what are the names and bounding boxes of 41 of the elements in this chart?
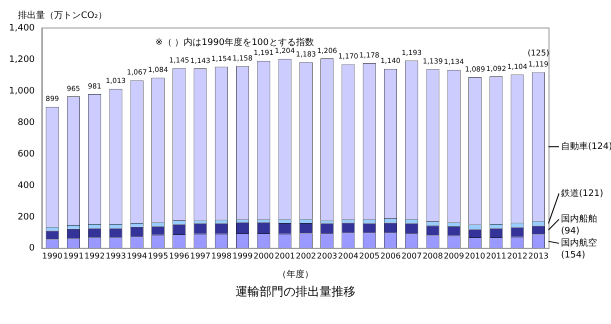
x-tick-label: 1997 [190, 251, 210, 260]
y-tick-label: 1,200 [9, 54, 36, 65]
x-tick-label: 2008 [422, 251, 443, 260]
x-tick-label: 1995 [148, 251, 168, 260]
y-tick-label: 800 [18, 118, 36, 128]
x-tick-label: 2010 [464, 251, 486, 260]
y-tick-label: 1,400 [9, 23, 36, 34]
x-tick-label: 2013 [528, 251, 549, 260]
series-label: 自動車(124) [561, 141, 611, 152]
x-tick-label: 2001 [274, 251, 295, 260]
x-tick-label: 1994 [126, 251, 148, 260]
x-tick-label: 2007 [401, 251, 422, 260]
x-tick-label: 1999 [232, 251, 253, 260]
y-axis-title: 排出量（万トンCO₂） [18, 10, 107, 21]
text: 運輸部門の排出量推移 [235, 284, 356, 299]
y-tick-label: 400 [18, 180, 36, 191]
x-tick-label: 1990 [42, 251, 63, 260]
x-tick-label: 2005 [359, 251, 380, 260]
y-tick-label: 1,000 [9, 86, 36, 96]
x-tick-label: 1998 [211, 251, 232, 260]
y-tick-label: 200 [18, 212, 36, 222]
x-tick-label: 2003 [316, 251, 338, 260]
annotation: ※（ ）内は1990年度を100とする指数 [155, 36, 314, 48]
x-tick-label: 2004 [338, 251, 358, 260]
x-tick-label: 1993 [106, 251, 126, 260]
x-tick-label: 2011 [486, 251, 506, 260]
y-tick-label: 600 [18, 149, 36, 160]
y-tick-label: 0 [29, 244, 36, 254]
series-label: 国内航空(154) [561, 238, 597, 261]
x-tick-label: 2000 [254, 251, 274, 260]
x-tick-label: 1991 [63, 251, 84, 260]
x-tick-label: 1992 [84, 251, 105, 260]
x-tick-label: 1996 [168, 251, 190, 260]
annotation: (125) [528, 48, 550, 58]
text: 鉄道(121) [561, 188, 604, 199]
x-tick-label: 2002 [296, 251, 316, 260]
x-tick-label: 2009 [444, 251, 464, 260]
series-label: 国内船舶(94) [561, 214, 597, 237]
x-axis-title: （年度） [277, 269, 314, 280]
x-tick-label: 2006 [380, 251, 401, 260]
x-tick-label: 2012 [507, 251, 528, 260]
